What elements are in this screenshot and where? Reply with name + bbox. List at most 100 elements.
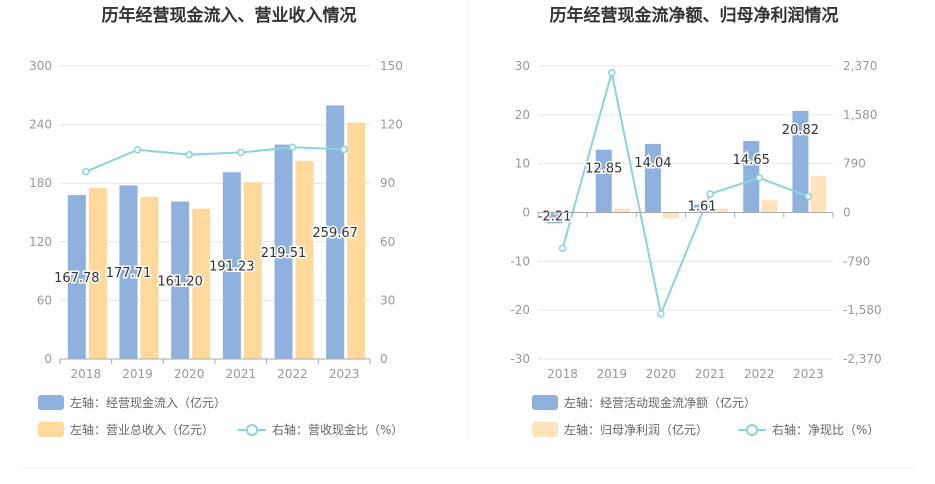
line-point[interactable] xyxy=(706,190,714,198)
legend-marker-revenue-cash-ratio xyxy=(246,424,258,436)
chart-1: 历年经营现金流入、营业收入情况 167.78 177.71 161.20 191.23… xyxy=(29,5,403,437)
bar[interactable] xyxy=(743,140,760,213)
legend-item-net-profit[interactable]: 左轴：归母净利润（亿元） xyxy=(532,422,708,437)
bar[interactable] xyxy=(347,122,366,359)
chart-1-axes: 0 60 120 180 240 300 0 30 60 90 120 150 2018 2019 2020… xyxy=(29,59,403,381)
line-point[interactable] xyxy=(185,150,193,159)
y-left-tick-label: -30 xyxy=(510,352,530,366)
x-tick-label: 2020 xyxy=(174,367,205,381)
bar[interactable] xyxy=(171,201,190,359)
bar[interactable] xyxy=(546,212,563,224)
bar-data-label: 167.78 xyxy=(54,271,100,286)
y-right-tick-label: 0 xyxy=(843,206,851,220)
bar[interactable] xyxy=(274,144,293,359)
y-right-tick-label: 120 xyxy=(380,118,403,132)
bar[interactable] xyxy=(644,143,661,213)
bar[interactable] xyxy=(810,175,827,213)
bar-data-label: 161.20 xyxy=(157,274,203,289)
legend-swatch-revenue xyxy=(38,422,64,437)
bar[interactable] xyxy=(88,188,107,359)
bar[interactable] xyxy=(662,212,679,219)
x-tick-label: 2020 xyxy=(646,367,677,381)
chart-1-line xyxy=(82,143,348,176)
chart-2-axes: -30 -20 -10 0 10 20 30 -2,370 -1,580 -790 0 790 1,58… xyxy=(510,59,881,381)
bar[interactable] xyxy=(67,195,86,359)
line-point[interactable] xyxy=(657,310,665,318)
bar-data-label: 12.85 xyxy=(585,162,622,177)
bar[interactable] xyxy=(243,182,262,359)
x-tick-label: 2019 xyxy=(596,367,627,381)
legend-item-net-cash-ratio[interactable]: 右轴：净现比（%） xyxy=(738,422,879,437)
bar-data-label: 191.23 xyxy=(209,260,255,275)
bar[interactable] xyxy=(140,196,159,359)
bar-data-label: 14.65 xyxy=(733,153,770,168)
bar[interactable] xyxy=(295,160,314,359)
y-right-tick-label: 790 xyxy=(843,157,866,171)
y-left-tick-label: -20 xyxy=(510,303,530,317)
bar-data-label: 20.82 xyxy=(782,123,819,138)
bar-data-label: -2.21 xyxy=(538,210,572,225)
bar[interactable] xyxy=(326,105,345,359)
bar[interactable] xyxy=(119,185,138,359)
y-left-tick-label: 300 xyxy=(29,59,52,73)
chart-2-legend: 左轴：经营活动现金流净额（亿元） 左轴：归母净利润（亿元） 右轴：净现比（%） xyxy=(532,395,879,437)
bar[interactable] xyxy=(192,208,211,359)
line-point[interactable] xyxy=(340,145,348,154)
y-right-tick-label: 2,370 xyxy=(843,59,877,73)
y-left-tick-label: 180 xyxy=(29,176,52,190)
legend-item-revenue-cash-ratio[interactable]: 右轴：营收现金比（%） xyxy=(238,422,403,437)
y-left-tick-label: 20 xyxy=(515,108,530,122)
y-right-tick-label: 30 xyxy=(380,293,395,307)
line-point[interactable] xyxy=(133,146,142,154)
line-point[interactable] xyxy=(558,244,567,253)
line-point[interactable] xyxy=(608,69,616,77)
y-left-tick-label: 0 xyxy=(44,352,52,366)
x-tick-label: 2022 xyxy=(277,367,308,381)
legend-label-revenue: 左轴：营业总收入（亿元） xyxy=(70,422,214,437)
y-right-tick-label: 60 xyxy=(380,235,395,249)
x-tick-label: 2022 xyxy=(744,367,775,381)
y-right-tick-label: 1,580 xyxy=(843,108,877,122)
x-tick-label: 2021 xyxy=(226,367,257,381)
y-left-tick-label: 30 xyxy=(515,59,530,73)
bar[interactable] xyxy=(712,208,729,213)
chart-1-legend: 左轴：经营现金流入（亿元） 左轴：营业总收入（亿元） 右轴：营收现金比（%） xyxy=(38,395,403,437)
chart-2-title: 历年经营现金流净额、归母净利润情况 xyxy=(550,5,839,26)
legend-label-cash-inflow: 左轴：经营现金流入（亿元） xyxy=(70,395,226,410)
line-point[interactable] xyxy=(755,174,763,182)
line-point[interactable] xyxy=(288,143,297,152)
series-line xyxy=(561,72,809,318)
legend-label-revenue-cash-ratio: 右轴：营收现金比（%） xyxy=(272,422,403,437)
chart-2-line xyxy=(558,69,813,318)
x-tick-label: 2019 xyxy=(122,367,153,381)
y-left-tick-label: 240 xyxy=(29,118,52,132)
line-point[interactable] xyxy=(82,167,90,176)
line-point[interactable] xyxy=(237,148,245,157)
legend-swatch-net-profit xyxy=(532,422,558,437)
bar[interactable] xyxy=(613,208,630,213)
legend-item-cash-inflow[interactable]: 左轴：经营现金流入（亿元） xyxy=(38,395,226,410)
line-point[interactable] xyxy=(804,192,813,201)
bar[interactable] xyxy=(222,172,241,359)
legend-marker-net-cash-ratio xyxy=(746,424,758,436)
legend-item-net-operating-cash[interactable]: 左轴：经营活动现金流净额（亿元） xyxy=(532,395,756,410)
bar-data-label: 219.51 xyxy=(261,246,307,261)
y-left-tick-label: 0 xyxy=(522,206,530,220)
bar-data-label: 14.04 xyxy=(634,156,671,171)
bar[interactable] xyxy=(761,200,778,213)
chart-2-bars xyxy=(546,110,827,224)
x-tick-label: 2023 xyxy=(329,367,360,381)
chart-1-data-labels: 167.78 177.71 161.20 191.23 219.51 259.67 xyxy=(53,225,360,291)
legend-label-net-cash-ratio: 右轴：净现比（%） xyxy=(772,422,879,437)
legend-swatch-net-operating-cash xyxy=(532,395,558,410)
bar[interactable] xyxy=(595,149,612,213)
legend-label-net-operating-cash: 左轴：经营活动现金流净额（亿元） xyxy=(564,395,756,410)
legend-item-revenue[interactable]: 左轴：营业总收入（亿元） xyxy=(38,422,214,437)
y-right-tick-label: -2,370 xyxy=(843,352,882,366)
bar[interactable] xyxy=(694,204,711,213)
bar-data-label: 259.67 xyxy=(312,226,358,241)
bar[interactable] xyxy=(792,110,809,213)
x-tick-label: 2021 xyxy=(695,367,726,381)
